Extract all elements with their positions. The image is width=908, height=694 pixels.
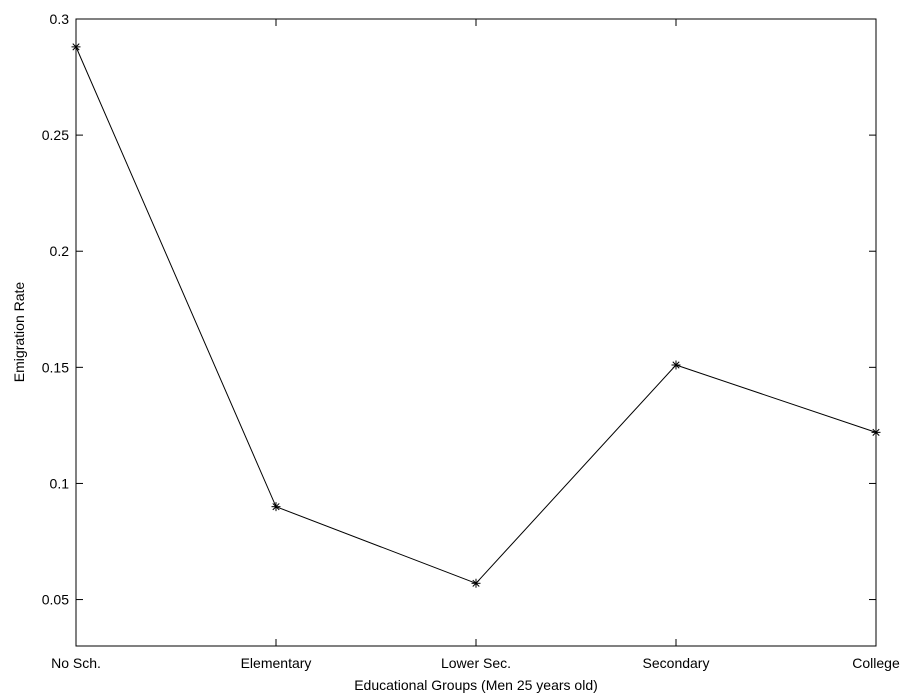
y-tick-label: 0.25	[42, 127, 69, 143]
data-point-marker	[71, 42, 81, 52]
y-tick-label: 0.1	[50, 475, 70, 491]
data-point-marker	[671, 360, 681, 370]
series-group	[71, 42, 881, 588]
x-axis-ticks: No Sch. Elementary Lower Sec. Secondary Coll…	[51, 19, 900, 671]
y-tick-label: 0.15	[42, 359, 69, 375]
y-axis-label: Emigration Rate	[11, 282, 27, 383]
plot-area	[75, 18, 877, 647]
data-point-marker	[871, 427, 881, 437]
x-tick-label: Elementary	[241, 655, 312, 671]
x-tick-label: Secondary	[643, 655, 710, 671]
y-axis-ticks: 0.05 0.1 0.15 0.2 0.25 0.3	[42, 11, 876, 608]
x-tick-label: College	[852, 655, 900, 671]
x-tick-label: Lower Sec.	[441, 655, 511, 671]
x-axis-label: Educational Groups (Men 25 years old)	[354, 677, 598, 693]
y-tick-label: 0.2	[50, 243, 70, 259]
x-tick-label: No Sch.	[51, 655, 101, 671]
y-tick-label: 0.3	[50, 11, 70, 27]
data-point-marker	[471, 578, 481, 588]
y-tick-label: 0.05	[42, 592, 69, 608]
data-point-marker	[271, 502, 281, 512]
